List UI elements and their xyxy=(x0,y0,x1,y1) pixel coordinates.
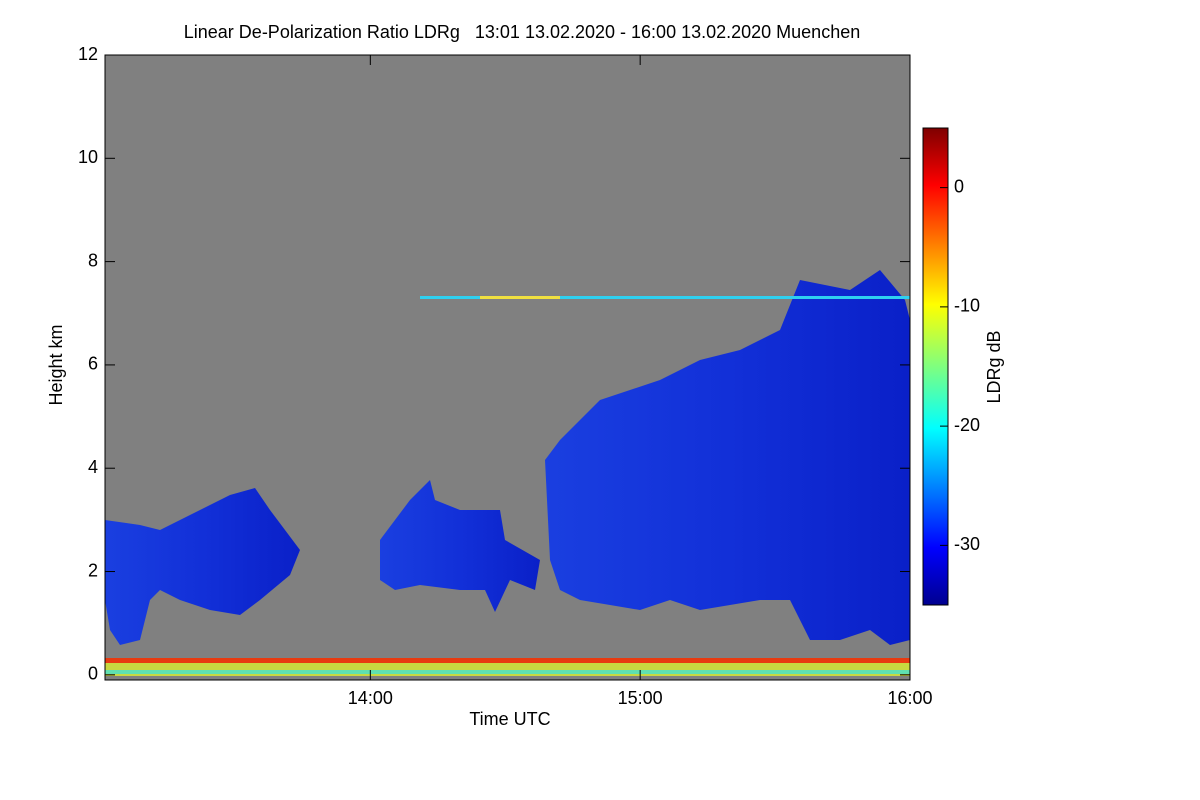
x-tick-label: 14:00 xyxy=(348,688,393,708)
colorbar-tick-label: -20 xyxy=(954,415,980,435)
x-axis-label: Time UTC xyxy=(469,709,550,729)
surface-band xyxy=(105,670,910,674)
y-tick-label: 12 xyxy=(78,44,98,64)
x-tick-label: 16:00 xyxy=(887,688,932,708)
y-tick-label: 10 xyxy=(78,147,98,167)
colorbar-label: LDRg dB xyxy=(984,330,1004,403)
y-axis-label: Height km xyxy=(46,324,66,405)
y-tick-label: 0 xyxy=(88,664,98,684)
x-tick-label: 15:00 xyxy=(618,688,663,708)
colorbar-tick-label: -30 xyxy=(954,534,980,554)
colorbar-tick-label: -10 xyxy=(954,296,980,316)
y-tick-label: 8 xyxy=(88,250,98,270)
plot-frame xyxy=(104,54,911,681)
cloud-region xyxy=(105,488,300,645)
layer-line xyxy=(420,296,910,299)
y-tick-label: 6 xyxy=(88,354,98,374)
colorbar xyxy=(922,127,949,606)
chart-title: Linear De-Polarization Ratio LDRg 13:01 … xyxy=(184,22,860,42)
cloud-region xyxy=(545,270,910,645)
colorbar-tick-label: 0 xyxy=(954,176,964,196)
layer-line xyxy=(480,296,560,299)
y-tick-label: 4 xyxy=(88,457,98,477)
y-tick-label: 2 xyxy=(88,560,98,580)
cloud-region xyxy=(380,480,540,612)
heatmap xyxy=(105,55,910,680)
surface-band xyxy=(105,658,910,663)
